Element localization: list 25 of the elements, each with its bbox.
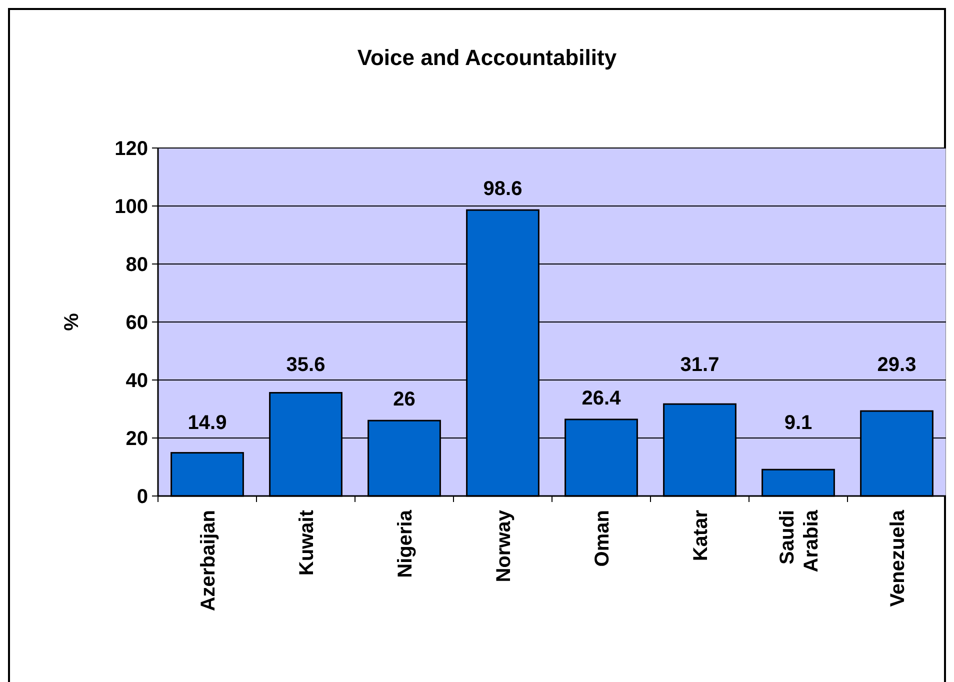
y-tick-label: 0 xyxy=(136,486,148,508)
y-tick-label: 60 xyxy=(126,312,148,334)
x-tick-label: Katar xyxy=(690,510,712,562)
x-tick-label: Norway xyxy=(492,509,515,582)
y-axis-title: % xyxy=(61,312,83,331)
data-label: 35.6 xyxy=(286,354,326,376)
x-tick-label: Saudi Arabia xyxy=(776,509,822,572)
x-tick-label: Oman xyxy=(591,510,614,567)
data-label: 31.7 xyxy=(680,354,720,376)
x-tick-label: Venezuela xyxy=(886,509,909,607)
x-tick-label: Nigeria xyxy=(394,509,416,578)
data-label: 26.4 xyxy=(582,387,622,410)
y-tick-label: 120 xyxy=(114,138,148,160)
data-label: 98.6 xyxy=(483,178,522,200)
data-label: 14.9 xyxy=(188,412,227,434)
data-label: 29.3 xyxy=(877,354,916,376)
y-tick-label: 80 xyxy=(126,254,148,276)
data-label: 9.1 xyxy=(784,412,812,434)
x-tick-label: Azerbaijan xyxy=(197,510,220,612)
y-tick-label: 20 xyxy=(126,428,148,450)
y-tick-label: 100 xyxy=(114,196,148,218)
chart-title: Voice and Accountability xyxy=(357,45,618,70)
y-tick-label: 40 xyxy=(126,370,148,392)
data-label: 26 xyxy=(393,388,416,411)
x-tick-label: Kuwait xyxy=(296,510,318,576)
